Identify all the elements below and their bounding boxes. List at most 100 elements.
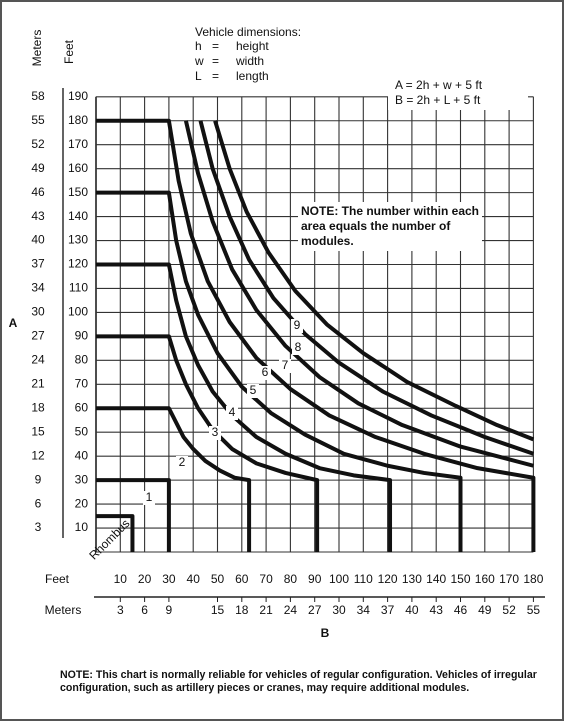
region-label: 5 — [250, 383, 257, 397]
x-tick-label: 30 — [162, 572, 176, 586]
y-tick-label: 100 — [68, 305, 88, 319]
y-tick-label: 140 — [68, 209, 88, 223]
y-meter-tick-label: 37 — [31, 257, 45, 271]
y-tick-label: 120 — [68, 257, 88, 271]
x-tick-label: 60 — [235, 572, 249, 586]
region-label: 6 — [262, 365, 269, 379]
region-label: 9 — [294, 318, 301, 332]
y-meter-tick-label: 12 — [31, 448, 45, 462]
dimension-equals: = — [212, 69, 219, 83]
dimensions-title: Vehicle dimensions: — [195, 25, 301, 39]
dimension-meaning: width — [235, 54, 264, 68]
x-tick-label: 90 — [308, 572, 322, 586]
y-tick-label: 110 — [69, 281, 88, 295]
region-label: 8 — [295, 340, 302, 354]
dimension-equals: = — [212, 54, 219, 68]
x-meter-tick-label: 49 — [478, 603, 492, 617]
y-meter-tick-label: 55 — [31, 113, 45, 127]
x-meter-tick-label: 15 — [211, 603, 225, 617]
x-tick-label: 110 — [354, 572, 373, 586]
x-meter-tick-label: 21 — [259, 603, 273, 617]
dimension-symbol: L — [195, 69, 202, 83]
region-label: 7 — [282, 358, 289, 372]
x-meter-tick-label: 9 — [166, 603, 173, 617]
y-tick-label: 10 — [75, 520, 89, 534]
x-tick-label: 70 — [259, 572, 273, 586]
label-backdrop — [259, 366, 271, 380]
region-label: Rhombus — [86, 516, 132, 562]
note-box: NOTE: The number within each area equals… — [298, 202, 482, 251]
y-axis-letter: A — [9, 316, 18, 330]
label-backdrop — [279, 359, 291, 373]
y-meter-tick-label: 18 — [31, 400, 45, 414]
y-tick-label: 160 — [68, 161, 88, 175]
x-meter-tick-label: 52 — [502, 603, 516, 617]
y-meter-tick-label: 52 — [31, 137, 45, 151]
x-meter-tick-label: 18 — [235, 603, 249, 617]
y-meter-tick-label: 9 — [35, 472, 42, 486]
y-meter-tick-label: 24 — [31, 353, 45, 367]
x-meter-tick-label: 37 — [381, 603, 395, 617]
y-meter-tick-label: 3 — [35, 520, 42, 534]
y-tick-label: 80 — [75, 353, 89, 367]
y-tick-label: 20 — [75, 496, 89, 510]
label-backdrop — [143, 491, 155, 505]
x-meter-tick-label: 46 — [454, 603, 468, 617]
label-backdrop — [292, 341, 304, 355]
y-meter-tick-label: 21 — [31, 376, 45, 390]
formula: B = 2h + L + 5 ft — [395, 93, 481, 107]
y-tick-label: 40 — [75, 448, 89, 462]
label-backdrop — [226, 406, 238, 420]
y-tick-label: 90 — [75, 329, 89, 343]
module-boundary — [96, 118, 536, 552]
y-meter-tick-label: 30 — [31, 305, 45, 319]
y-meters-label: Meters — [30, 30, 44, 67]
y-meter-tick-label: 46 — [31, 185, 45, 199]
x-tick-label: 170 — [499, 572, 519, 586]
y-meter-tick-label: 27 — [31, 329, 45, 343]
module-boundary — [183, 120, 534, 468]
x-tick-label: 10 — [114, 572, 128, 586]
x-meter-tick-label: 55 — [527, 603, 541, 617]
x-tick-label: 180 — [523, 572, 543, 586]
formula-backdrop — [388, 78, 528, 110]
y-tick-label: 130 — [68, 233, 88, 247]
x-meter-tick-label: 24 — [284, 603, 298, 617]
x-meter-tick-label: 30 — [332, 603, 346, 617]
module-boundary — [213, 120, 535, 442]
formula: A = 2h + w + 5 ft — [395, 78, 483, 92]
dimension-equals: = — [212, 39, 219, 53]
region-label: 3 — [212, 425, 219, 439]
x-tick-label: 120 — [378, 572, 398, 586]
x-tick-label: 40 — [187, 572, 201, 586]
x-meters-label: Meters — [45, 603, 82, 617]
label-backdrop — [176, 456, 188, 470]
y-tick-label: 150 — [68, 185, 88, 199]
dimension-symbol: h — [195, 39, 202, 53]
module-boundary — [96, 190, 463, 552]
y-meter-tick-label: 40 — [31, 233, 45, 247]
module-boundary — [96, 478, 171, 552]
label-backdrop — [291, 319, 303, 333]
x-meter-tick-label: 6 — [141, 603, 148, 617]
region-label: 4 — [229, 405, 236, 419]
label-backdrop — [209, 426, 221, 440]
region-label: 1 — [146, 490, 153, 504]
x-meter-tick-label: 40 — [405, 603, 419, 617]
label-backdrop — [247, 384, 259, 398]
x-meter-tick-label: 34 — [357, 603, 371, 617]
footnote: NOTE: This chart is normally reliable fo… — [60, 669, 537, 694]
module-boundary — [96, 406, 252, 552]
x-tick-label: 100 — [329, 572, 349, 586]
y-meter-tick-label: 15 — [31, 424, 45, 438]
y-feet-label: Feet — [62, 39, 76, 64]
x-tick-label: 160 — [475, 572, 495, 586]
y-tick-label: 50 — [75, 424, 89, 438]
dimension-meaning: length — [236, 69, 269, 83]
y-meter-tick-label: 34 — [31, 281, 45, 295]
x-meter-tick-label: 27 — [308, 603, 322, 617]
x-tick-label: 150 — [450, 572, 470, 586]
